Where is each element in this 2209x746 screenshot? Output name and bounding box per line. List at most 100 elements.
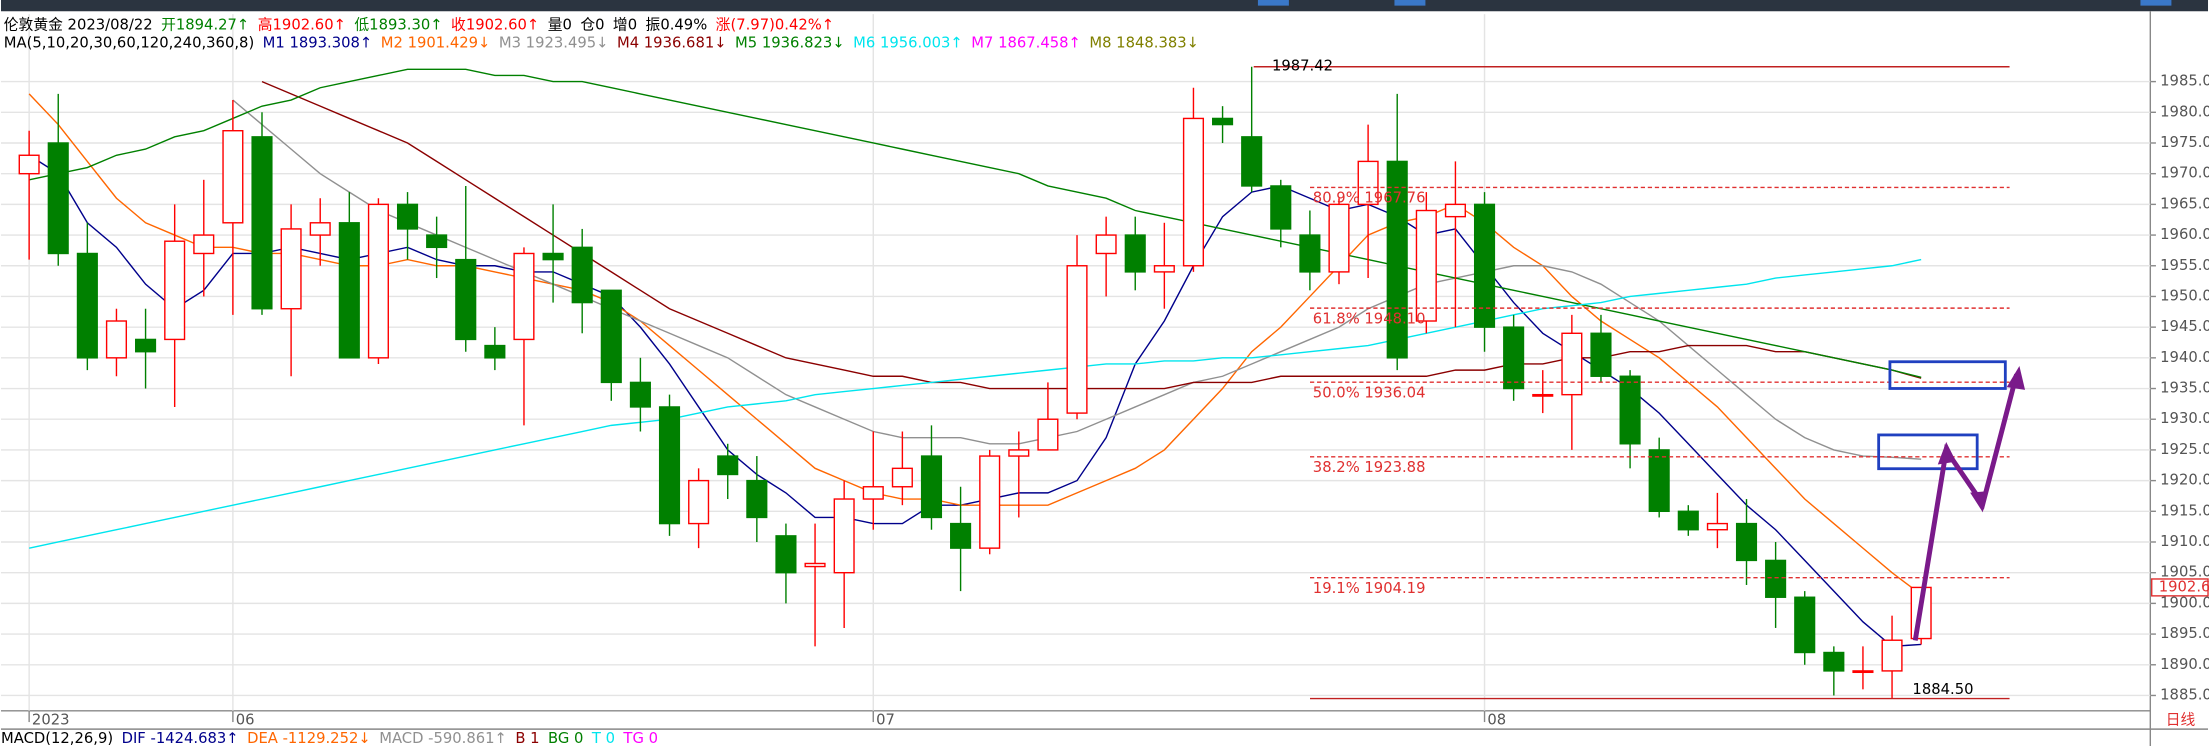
y-tick-label: 1890.00 (2160, 656, 2209, 673)
header-item: 振0.49% (646, 16, 708, 33)
candle-body (135, 338, 157, 353)
candle-body (1415, 209, 1437, 322)
legend-entry: M1 1893.308↑ (263, 35, 373, 52)
candle-body (367, 203, 389, 359)
legend-entry: M6 1956.003↑ (853, 35, 963, 52)
y-tick-label: 1920.00 (2160, 472, 2209, 489)
high-label: 1987.42 (1272, 58, 1333, 75)
arrow-head (1970, 491, 1988, 513)
candle-body (222, 130, 244, 224)
candle-body (280, 228, 302, 310)
candle-body (600, 289, 622, 384)
candle-body (1823, 651, 1845, 672)
fib-label: 50.0% 1936.04 (1313, 384, 1426, 401)
ma-line (28, 258, 1922, 549)
candle-body (1735, 522, 1758, 562)
y-tick-label: 1950.00 (2160, 287, 2209, 304)
candle-body (47, 142, 69, 255)
x-tick-label: 2023 (32, 712, 70, 729)
candle-body (891, 467, 913, 488)
candle-body (1619, 375, 1641, 445)
y-tick-label: 1975.00 (2160, 134, 2209, 151)
fib-label: 80.9% 1967.76 (1313, 190, 1426, 207)
candle-body (1357, 160, 1379, 206)
header-item: 仓0 (580, 16, 604, 33)
candle-body (833, 498, 855, 574)
candle-body (513, 252, 535, 341)
candle-body (76, 252, 98, 359)
y-tick-label: 1955.00 (2160, 257, 2209, 274)
y-tick-label: 1985.00 (2160, 73, 2209, 90)
candle-body (1706, 522, 1728, 531)
legend-entry: M8 1848.383↓ (1089, 35, 1199, 52)
y-tick-label: 1885.00 (2160, 686, 2209, 703)
candle-body (193, 234, 215, 255)
x-tick-label: 08 (1487, 712, 1506, 729)
y-tick-label: 1935.00 (2160, 380, 2209, 397)
y-tick-label: 1900.00 (2160, 594, 2209, 611)
y-tick-label: 1970.00 (2160, 165, 2209, 182)
toolbar-button[interactable] (1394, 0, 1426, 6)
candle-body (1008, 449, 1030, 457)
y-tick-label: 1960.00 (2160, 226, 2209, 243)
header-item: 低1893.30↑ (354, 16, 442, 33)
candle-body (1473, 203, 1496, 328)
target-box (1888, 360, 2007, 390)
candle-body (688, 479, 710, 525)
y-tick-label: 1910.00 (2160, 533, 2209, 550)
candle-body (1677, 510, 1699, 531)
macd-item: B 1 (515, 730, 539, 746)
candle-body (1765, 559, 1787, 598)
target-box (1877, 433, 1979, 471)
candle-body (1590, 332, 1612, 377)
y-tick-label: 1945.00 (2160, 318, 2209, 335)
annotations (1253, 66, 2209, 700)
candle-body (1095, 234, 1117, 255)
y-tick-label: 1905.00 (2160, 564, 2209, 581)
candle-body (571, 246, 593, 304)
fib-label: 19.1% 1904.19 (1313, 580, 1426, 597)
y-tick-label: 1965.00 (2160, 195, 2209, 212)
arrow-head (1937, 441, 1957, 465)
candle-body (1182, 117, 1205, 267)
y-tick-label: 1915.00 (2160, 502, 2209, 519)
candle-body (862, 486, 884, 500)
candle-body (717, 455, 739, 476)
candle-body (1299, 234, 1321, 273)
candle-body (1066, 265, 1088, 414)
candle-body (105, 320, 128, 359)
ma-label: MA(5,10,20,30,60,120,240,360,8) (4, 35, 254, 52)
macd-item: MACD -590.861↑ (379, 730, 507, 746)
candle-body (804, 562, 826, 568)
period-label: 日线 (2166, 712, 2196, 729)
legend-entry: M5 1936.823↓ (735, 35, 845, 52)
toolbar-button[interactable] (2140, 0, 2172, 6)
candle-body (309, 222, 331, 236)
candle-body (1794, 596, 1816, 654)
macd-item: DEA -1129.252↓ (247, 730, 371, 746)
candle-body (455, 258, 477, 341)
candle-body (396, 203, 419, 230)
y-tick-label: 1925.00 (2160, 441, 2209, 458)
macd-item: T 0 (591, 730, 615, 746)
header-item: 伦敦黄金 2023/08/22 (4, 16, 153, 33)
legend-entry: M7 1867.458↑ (971, 35, 1081, 52)
candle-body (484, 344, 506, 359)
toolbar-button[interactable] (1257, 0, 1289, 6)
macd-item: BG 0 (548, 730, 583, 746)
candle-body (542, 252, 564, 261)
candle-body (1328, 203, 1350, 273)
candle-body (920, 455, 943, 519)
candle-body (1561, 332, 1583, 396)
candle-body (1503, 326, 1525, 390)
last-price-box (2151, 578, 2209, 597)
header-item: 收1902.60↑ (451, 16, 539, 33)
low-label: 1884.50 (1912, 681, 1973, 698)
fib-label: 61.8% 1948.10 (1313, 310, 1426, 327)
y-tick-label: 1940.00 (2160, 349, 2209, 366)
legend-entry: M4 1936.681↓ (617, 35, 727, 52)
candle-body (338, 222, 360, 359)
header-item: 增0 (613, 16, 637, 33)
